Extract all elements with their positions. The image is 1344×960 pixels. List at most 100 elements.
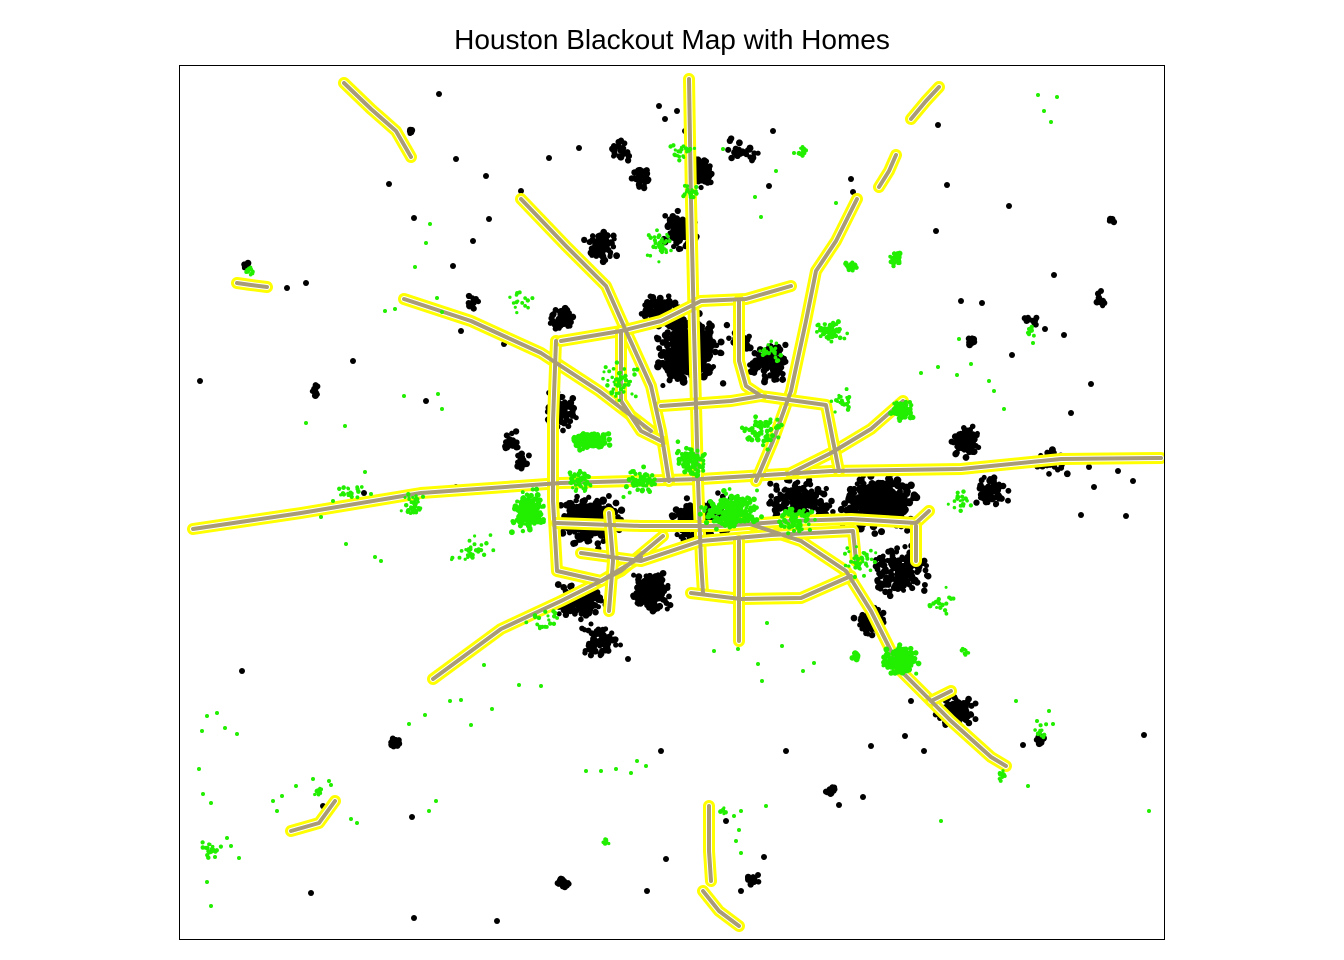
- blackout-home-point: [1032, 321, 1039, 328]
- blackout-home-point: [898, 556, 905, 563]
- home-with-power-point: [473, 534, 477, 538]
- home-with-power-point: [467, 538, 472, 543]
- home-with-power-point: [605, 383, 610, 388]
- home-with-power-point: [822, 329, 827, 335]
- blackout-home-point: [1141, 732, 1147, 738]
- blackout-home-point: [1130, 478, 1136, 484]
- home-with-power-point: [403, 502, 409, 508]
- blackout-home-point: [465, 300, 472, 306]
- home-with-power-point: [541, 504, 546, 509]
- home-with-power-point: [881, 654, 887, 660]
- home-with-power-point: [635, 487, 641, 492]
- blackout-home-point: [411, 215, 417, 221]
- home-with-power-point: [602, 370, 606, 374]
- home-with-power-point: [515, 499, 520, 504]
- home-with-power-point: [703, 519, 710, 526]
- home-with-power-point: [610, 375, 614, 380]
- home-with-power-point: [663, 239, 668, 244]
- blackout-home-point: [470, 305, 477, 312]
- homes-with-power-layer: [197, 93, 1151, 908]
- blackout-home-point: [894, 545, 901, 552]
- home-with-power-point: [586, 481, 590, 485]
- blackout-home-point: [643, 573, 650, 579]
- home-with-power-point: [525, 523, 531, 529]
- blackout-home-point: [628, 175, 635, 182]
- blackout-home-point: [910, 492, 919, 501]
- home-with-power-point: [815, 330, 819, 334]
- home-with-power-point: [775, 417, 780, 422]
- blackout-home-point: [671, 336, 677, 342]
- home-with-power-point: [695, 448, 700, 453]
- blackout-home-point: [950, 439, 957, 446]
- blackout-home-point: [851, 490, 858, 496]
- home-with-power-point: [701, 458, 706, 463]
- blackout-home-point: [990, 474, 998, 481]
- blackout-home-point: [921, 587, 928, 594]
- blackout-home-point: [732, 145, 740, 153]
- blackout-home-point: [876, 570, 882, 577]
- home-with-power-point: [787, 508, 793, 514]
- home-with-power-point: [653, 240, 658, 246]
- home-with-power-point: [751, 496, 757, 503]
- blackout-home-point: [602, 232, 609, 238]
- blackout-home-point: [654, 362, 662, 371]
- blackout-home-point: [635, 576, 642, 583]
- blackout-home-point: [680, 233, 687, 239]
- highway-segment: [687, 77, 705, 595]
- home-with-power-point: [669, 248, 673, 253]
- blackout-home-point: [882, 588, 889, 596]
- blackout-home-point: [794, 489, 802, 496]
- blackout-home-point: [891, 481, 897, 488]
- blackout-home-point: [566, 310, 572, 316]
- blackout-home-point: [640, 581, 648, 588]
- home-with-power-point: [810, 509, 815, 514]
- blackout-home-point: [611, 236, 617, 242]
- home-with-power-point: [682, 469, 688, 475]
- blackout-home-point: [965, 429, 971, 435]
- home-with-power-point: [614, 360, 620, 365]
- blackout-home-point: [877, 585, 884, 592]
- blackout-home-point: [573, 415, 579, 421]
- home-with-power-point: [420, 494, 426, 499]
- blackout-home-point: [1009, 352, 1015, 358]
- blackout-home-point: [894, 563, 901, 570]
- blackout-home-point: [1006, 203, 1012, 209]
- home-with-power-point: [908, 650, 913, 655]
- blackout-home-point: [781, 487, 787, 493]
- highway-segment: [929, 689, 953, 703]
- blackout-home-point: [702, 367, 711, 376]
- blackout-home-point: [921, 557, 928, 565]
- blackout-home-point: [983, 498, 990, 504]
- home-with-power-point: [829, 339, 834, 344]
- home-with-power-point: [723, 491, 729, 496]
- blackout-home-point: [504, 433, 510, 439]
- home-with-power-point: [805, 517, 810, 522]
- home-with-power-point: [797, 518, 802, 524]
- home-with-power-point: [718, 503, 724, 508]
- home-with-power-point: [403, 495, 407, 500]
- home-with-power-point: [778, 522, 784, 528]
- home-with-power-point: [768, 428, 773, 433]
- home-with-power-point: [659, 245, 664, 250]
- blackout-home-point: [744, 147, 751, 153]
- blackout-home-point: [594, 593, 601, 600]
- blackout-home-point: [595, 604, 602, 610]
- blackout-home-point: [962, 437, 968, 444]
- blackout-home-point: [766, 183, 772, 189]
- home-with-power-point: [760, 443, 766, 448]
- blackout-home-point: [836, 802, 842, 808]
- blackout-home-point: [576, 145, 582, 151]
- blackout-home-point: [862, 627, 869, 634]
- home-with-power-point: [534, 486, 540, 492]
- blackout-home-point: [921, 748, 927, 754]
- home-with-power-point: [405, 509, 410, 514]
- home-with-power-point: [611, 387, 616, 391]
- blackout-home-point: [1095, 294, 1103, 302]
- blackout-home-point: [805, 490, 812, 496]
- blackout-home-point: [903, 559, 910, 565]
- blackout-home-point: [972, 716, 979, 723]
- home-with-power-point: [472, 542, 477, 547]
- blackout-home-point: [636, 174, 643, 181]
- blackout-home-point: [979, 300, 985, 306]
- blackout-home-point: [845, 496, 852, 502]
